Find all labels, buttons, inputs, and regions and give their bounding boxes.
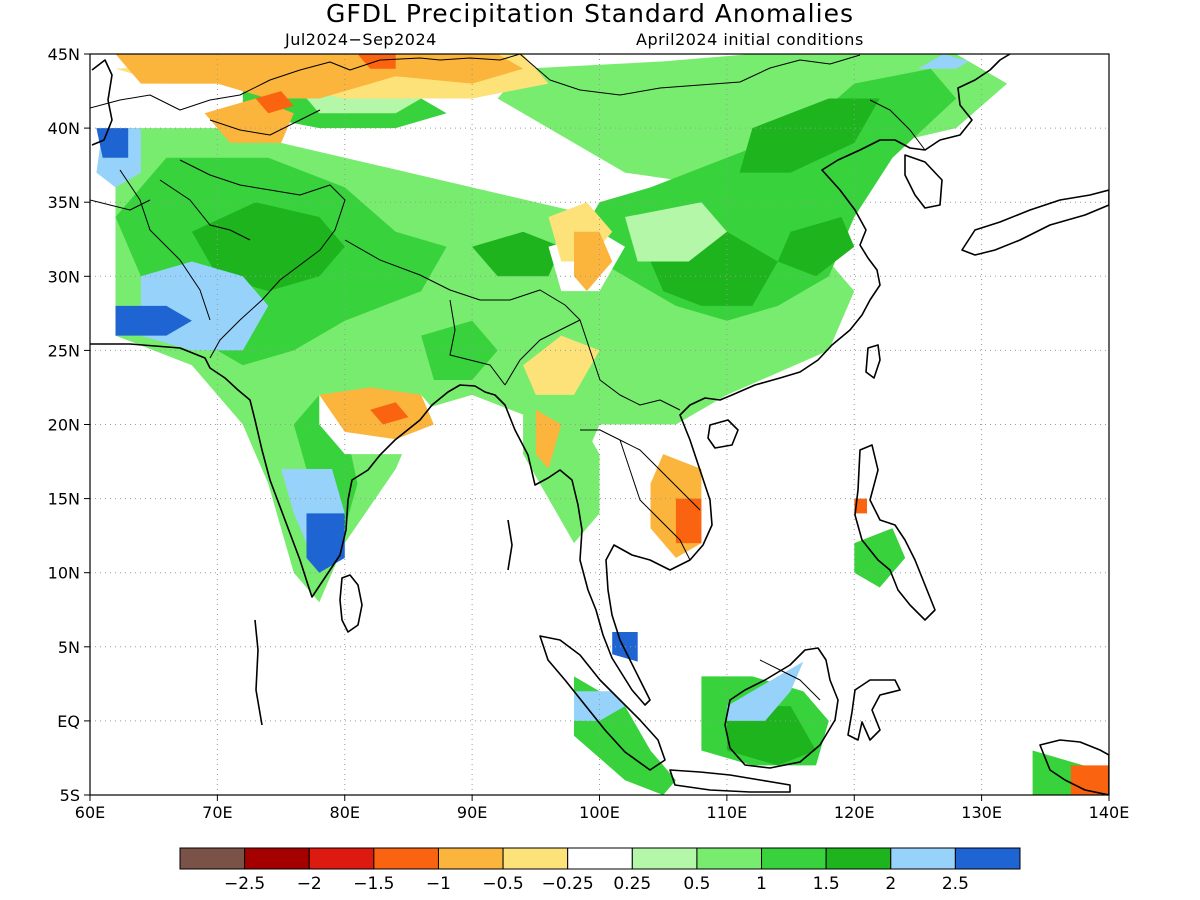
lat-tick-label: 5N [58,638,80,657]
colorbar-swatch [890,847,956,870]
anomaly-region-10 [1032,750,1084,795]
lat-tick-label: 5S [60,786,80,805]
lat-tick-label: 30N [48,267,80,286]
lon-tick-label: 80E [330,803,360,822]
lon-tick-label: 90E [457,803,487,822]
colorbar-label: 1.5 [813,874,840,894]
lon-tick-label: 110E [707,803,748,822]
map-area [90,54,1109,795]
anomaly-region-43 [675,498,702,544]
anomaly-region-17 [777,217,855,277]
lat-tick-label: 35N [48,193,80,212]
colorbar-swatch [373,847,439,870]
colorbar-label: −2.5 [224,874,265,894]
colorbar-label: −1 [426,874,451,894]
colorbar-swatch [954,847,1021,870]
lat-tick-label: 20N [48,416,80,435]
colorbar-swatch [761,847,827,870]
anomaly-region-15 [739,98,880,173]
colorbar-swatch [437,847,504,870]
colorbar-swatch [179,847,246,870]
anomaly-region-23 [917,54,969,69]
anomaly-region-28 [625,202,727,262]
anomaly-region-8 [421,320,498,380]
colorbar-label: −2 [297,874,322,894]
colorbar-label: −0.25 [542,874,594,894]
colorbar-label: −1.5 [353,874,394,894]
colorbar-label: 2 [885,874,896,894]
anomaly-region-47 [854,498,867,514]
anomaly-region-42 [370,402,409,425]
axis-ticks: 60E 70E 80E 90E 100E 110E 120E 130E 140E 45N 40N 35… [48,45,1130,822]
page-title: GFDL Precipitation Standard Anomalies [326,0,854,28]
anomaly-region-13 [472,231,562,277]
lon-tick-label: 140E [1089,803,1130,822]
colorbar-swatch [308,847,375,870]
lat-tick-label: 25N [48,341,80,360]
gridlines [90,54,1109,795]
anomaly-region-12 [191,202,345,292]
coastlines [90,54,1109,795]
anomaly-region-27 [612,632,638,662]
anomaly-region-40 [574,231,613,292]
lat-tick-label: 45N [48,45,80,64]
colorbar-label: 1 [756,874,767,894]
colorbar-swatch [502,847,569,870]
anomaly-region-36 [115,54,524,99]
colorbar-swatch [696,847,763,870]
subtitle-period: Jul2024−Sep2024 [284,30,437,49]
anomaly-region-16 [726,706,816,766]
anomaly-region-9 [854,528,906,588]
anomaly-region-20 [726,661,804,721]
colorbar-label: −0.5 [482,874,523,894]
colorbar-swatch [631,847,698,870]
lon-tick-label: 120E [834,803,875,822]
lon-tick-label: 100E [579,803,620,822]
colorbar-swatch [825,847,892,870]
anomaly-region-26 [96,128,129,158]
country-borders [90,54,926,701]
lon-tick-label: 70E [202,803,232,822]
lat-tick-label: 10N [48,564,80,583]
anomaly-region-30 [472,128,549,173]
anomaly-region-25 [115,305,192,336]
colorbar-label: 2.5 [942,874,969,894]
lat-tick-label: 15N [48,490,80,509]
colorbar-swatch [567,847,633,870]
anomaly-region-44 [255,91,294,114]
anomaly-region-24 [306,513,345,573]
colorbar-label: 0.5 [683,874,710,894]
colorbar-label: 0.25 [613,874,651,894]
lat-tick-label: EQ [57,712,80,731]
lon-tick-label: 60E [75,803,105,822]
colorbar: −2.5 −2 −1.5 −1 −0.5 −0.25 0.25 0.5 1 1.5 2 2.5 [179,847,1021,894]
lon-tick-label: 130E [961,803,1002,822]
colorbar-swatch [244,847,310,870]
subtitle-initial-conditions: April2024 initial conditions [636,30,864,49]
anomaly-shading [96,54,1109,795]
lat-tick-label: 40N [48,119,80,138]
anomaly-region-41 [535,409,562,469]
anomaly-region-21 [574,691,625,721]
